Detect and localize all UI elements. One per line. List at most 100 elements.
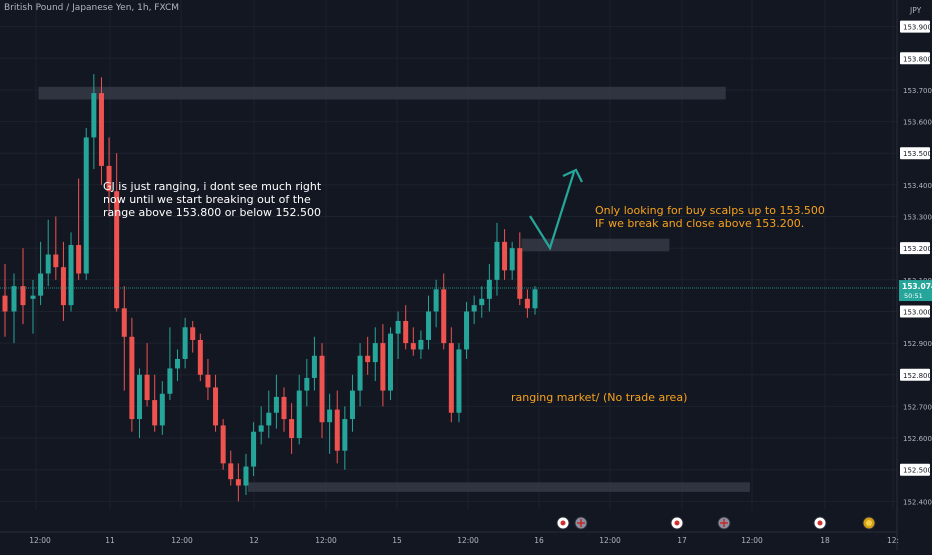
y-tick-label: 153.300 (903, 214, 932, 222)
candle-body (433, 289, 439, 312)
price-level-badge (900, 242, 930, 255)
candle-body (502, 241, 508, 271)
candle-body (251, 431, 257, 467)
range-zone (247, 482, 750, 492)
y-tick-label: 153.700 (903, 87, 932, 95)
candle-body (60, 267, 66, 306)
y-tick-label: 152.600 (903, 435, 932, 443)
price-level-badge (900, 463, 930, 476)
x-tick-label: 12 (249, 536, 259, 545)
buy-note: Only looking for buy scalps up to 153.50… (595, 204, 825, 230)
candle-body (471, 305, 477, 312)
projection-arrow (529, 171, 576, 251)
candle-body (304, 377, 310, 391)
x-tick-label: 12:00 (599, 536, 621, 545)
candle-body (448, 343, 454, 413)
x-tick-label: 17 (677, 536, 687, 545)
event-marker-dot (866, 520, 872, 526)
candle-body (266, 412, 272, 426)
price-level-badge (900, 147, 930, 160)
x-tick-label: 12:00 (741, 536, 763, 545)
price-level-badge (900, 20, 930, 33)
candle-body (205, 374, 211, 388)
candle-body (357, 355, 363, 391)
x-tick-label: 12:00 (29, 536, 51, 545)
candle-body (258, 425, 264, 432)
candle-body (144, 374, 150, 401)
candle-body (517, 248, 523, 299)
y-tick-label: 153.600 (903, 119, 932, 127)
y-tick-label: 153.200 (903, 245, 932, 253)
candle-body (532, 289, 538, 309)
current-price-badge (899, 280, 932, 302)
candle-body (509, 248, 515, 271)
candle-body (349, 390, 355, 420)
range-zone (521, 238, 670, 252)
candle-body (106, 165, 112, 192)
candle-body (38, 273, 44, 296)
candle-body (159, 393, 165, 426)
x-tick-label: 11 (105, 536, 115, 545)
candle-body (45, 254, 51, 274)
y-tick-label: 153.500 (903, 150, 932, 158)
y-tick-label: 152.800 (903, 372, 932, 380)
candle-body (387, 333, 393, 391)
candle-body (114, 191, 120, 309)
y-tick-label: 152.700 (903, 403, 932, 411)
y-tick-label: 152.400 (903, 498, 932, 506)
candle-body (152, 400, 158, 426)
candle-body (235, 479, 241, 486)
candle-body (182, 327, 188, 359)
y-tick-label: 153.900 (903, 24, 932, 32)
price-level-badge (900, 368, 930, 381)
candle-body (319, 355, 325, 423)
y-tick-label: 152.500 (903, 467, 932, 475)
x-tick-label: 15 (392, 536, 402, 545)
candle-body (76, 245, 82, 274)
candle-body (311, 355, 317, 378)
price-level-badge (900, 52, 930, 65)
candle-body (494, 241, 500, 280)
event-marker-dot (674, 520, 680, 526)
x-tick-label: 18 (820, 536, 830, 545)
candle-body (11, 286, 17, 312)
candle-body (129, 336, 135, 420)
event-marker-dot (560, 520, 566, 526)
candle-body (410, 343, 416, 350)
x-tick-label: 12:00 (171, 536, 193, 545)
candle-body (98, 93, 104, 166)
candle-body (296, 390, 302, 439)
candle-body (213, 387, 219, 426)
candle-body (426, 311, 432, 340)
range-note: ranging market/ (No trade area) (511, 391, 688, 404)
candle-body (121, 308, 127, 337)
candle-body (441, 289, 447, 344)
candle-body (167, 368, 173, 394)
candle-body (380, 343, 386, 391)
candle-body (197, 339, 203, 375)
range-zone (38, 86, 726, 100)
candle-body (53, 254, 59, 268)
candle-body (190, 327, 196, 340)
candle-body (20, 286, 26, 306)
event-marker-dot (817, 520, 823, 526)
candle-body (372, 343, 378, 363)
candle-body (228, 463, 234, 480)
price-level-badge (900, 305, 930, 318)
candle-body (30, 295, 36, 299)
candle-body (243, 466, 249, 486)
x-tick-label: 12:00 (315, 536, 337, 545)
projection-arrowhead (562, 168, 583, 183)
y-tick-label: 152.900 (903, 340, 932, 348)
candle-body (175, 358, 181, 369)
candle-body (479, 298, 485, 306)
candle-body (524, 298, 530, 309)
price-axis (897, 0, 932, 550)
candle-body (289, 419, 295, 439)
y-tick-label: 153.000 (903, 308, 932, 316)
y-tick-label: 153.400 (903, 182, 932, 190)
ranging-note: GJ is just ranging, i dont see much righ… (103, 180, 322, 219)
candle-body (83, 137, 89, 274)
